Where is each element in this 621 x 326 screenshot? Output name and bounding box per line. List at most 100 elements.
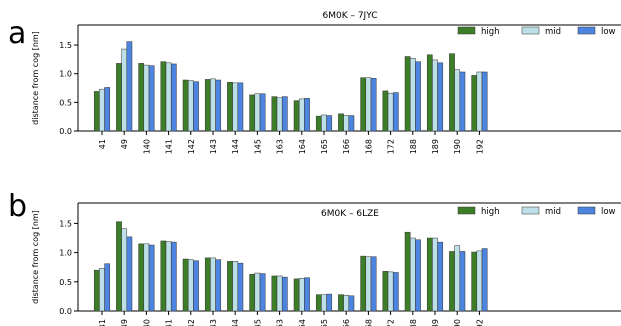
bar-low-164 (304, 277, 310, 312)
bar-low-141 (170, 241, 177, 312)
bar-low-166 (348, 295, 355, 312)
legend-label-mid: mid (545, 27, 561, 37)
bar-mid-140 (143, 243, 150, 312)
bar-low-140 (148, 244, 155, 312)
legend-swatch-mid (521, 206, 540, 215)
bar-low-145 (259, 93, 266, 132)
legend-swatch-low (577, 206, 596, 215)
bar-mid-188 (409, 237, 416, 312)
bar-high-144 (227, 82, 233, 132)
bar-high-192 (471, 75, 478, 132)
bar-high-49 (116, 63, 122, 132)
bar-low-188 (415, 61, 421, 132)
bar-high-143 (204, 79, 211, 132)
bar-low-41 (104, 87, 111, 132)
x-tick-label: 41 (98, 139, 107, 149)
bar-high-172 (382, 90, 389, 132)
bar-high-165 (315, 294, 322, 312)
x-tick-label: 168 (364, 319, 373, 326)
bar-mid-49 (121, 228, 128, 312)
x-tick-label: 49 (120, 319, 129, 326)
bar-low-165 (326, 293, 333, 312)
y-tick-label: 1.0 (59, 70, 72, 79)
bar-low-189 (437, 62, 444, 132)
bar-mid-172 (387, 271, 394, 312)
bar-high-189 (426, 237, 433, 312)
x-tick-label: 189 (431, 139, 440, 154)
x-tick-label: 189 (431, 319, 440, 326)
bar-high-188 (404, 56, 411, 132)
bar-mid-168 (365, 77, 372, 132)
bar-mid-192 (476, 71, 483, 132)
x-tick-label: 140 (142, 139, 151, 154)
bar-low-163 (281, 276, 288, 312)
bar-low-172 (392, 92, 399, 132)
bar-low-190 (459, 71, 466, 132)
x-tick-label: 192 (475, 319, 484, 326)
bar-mid-144 (232, 261, 239, 312)
legend-swatch-mid (521, 26, 540, 35)
bar-high-140 (138, 243, 145, 312)
y-tick-label: 1.0 (59, 249, 72, 258)
panel-letter: a (8, 16, 26, 51)
x-tick-label: 141 (165, 139, 174, 154)
x-tick-label: 188 (409, 319, 418, 326)
bar-high-163 (271, 96, 278, 132)
y-tick-label: 0.0 (59, 307, 72, 316)
bar-high-141 (160, 240, 167, 312)
bar-high-189 (426, 54, 433, 132)
bar-low-188 (415, 239, 421, 312)
bar-low-141 (170, 63, 177, 132)
bar-mid-41 (99, 268, 105, 312)
bar-mid-166 (343, 294, 350, 312)
bar-low-143 (215, 259, 222, 312)
x-tick-label: 164 (298, 319, 307, 326)
bar-high-144 (227, 261, 233, 312)
x-tick-label: 163 (276, 139, 285, 154)
y-tick-label: 0.5 (59, 98, 72, 107)
bar-low-49 (126, 236, 133, 312)
bar-low-166 (348, 115, 355, 132)
bar-low-189 (437, 241, 444, 312)
bar-high-164 (293, 278, 300, 312)
bar-mid-140 (143, 64, 150, 132)
bar-mid-172 (387, 92, 394, 132)
bar-mid-166 (343, 115, 350, 132)
x-tick-label: 166 (342, 319, 351, 326)
bar-low-140 (148, 65, 155, 132)
x-tick-label: 163 (276, 319, 285, 326)
bar-high-140 (138, 63, 145, 132)
bar-high-164 (293, 100, 300, 132)
x-tick-label: 172 (387, 319, 396, 326)
x-tick-label: 164 (298, 139, 307, 154)
bar-high-165 (315, 115, 322, 132)
y-axis-label: distance from cog [nm] (31, 210, 40, 304)
bar-low-144 (237, 262, 244, 312)
bar-low-142 (193, 81, 199, 132)
x-tick-label: 142 (187, 139, 196, 154)
bar-high-168 (360, 77, 367, 132)
bar-low-144 (237, 82, 244, 132)
bar-mid-165 (321, 294, 327, 312)
x-tick-label: 192 (475, 139, 484, 154)
x-tick-label: 190 (453, 319, 462, 326)
bar-mid-165 (321, 114, 327, 132)
y-tick-label: 0.5 (59, 278, 72, 287)
bar-low-168 (370, 256, 377, 312)
bar-mid-145 (254, 93, 261, 132)
bar-high-143 (204, 257, 211, 312)
bar-low-192 (481, 248, 488, 312)
bar-mid-49 (121, 48, 128, 132)
bar-mid-144 (232, 82, 239, 132)
x-tick-label: 165 (320, 319, 329, 326)
legend-label-high: high (481, 207, 500, 217)
x-tick-label: 168 (364, 139, 373, 154)
bar-mid-163 (276, 97, 283, 132)
bar-high-142 (182, 79, 189, 132)
bar-low-164 (304, 98, 310, 132)
panel-letter: b (8, 189, 27, 224)
x-tick-label: 165 (320, 139, 329, 154)
bar-low-168 (370, 78, 377, 132)
bar-low-172 (392, 272, 399, 312)
